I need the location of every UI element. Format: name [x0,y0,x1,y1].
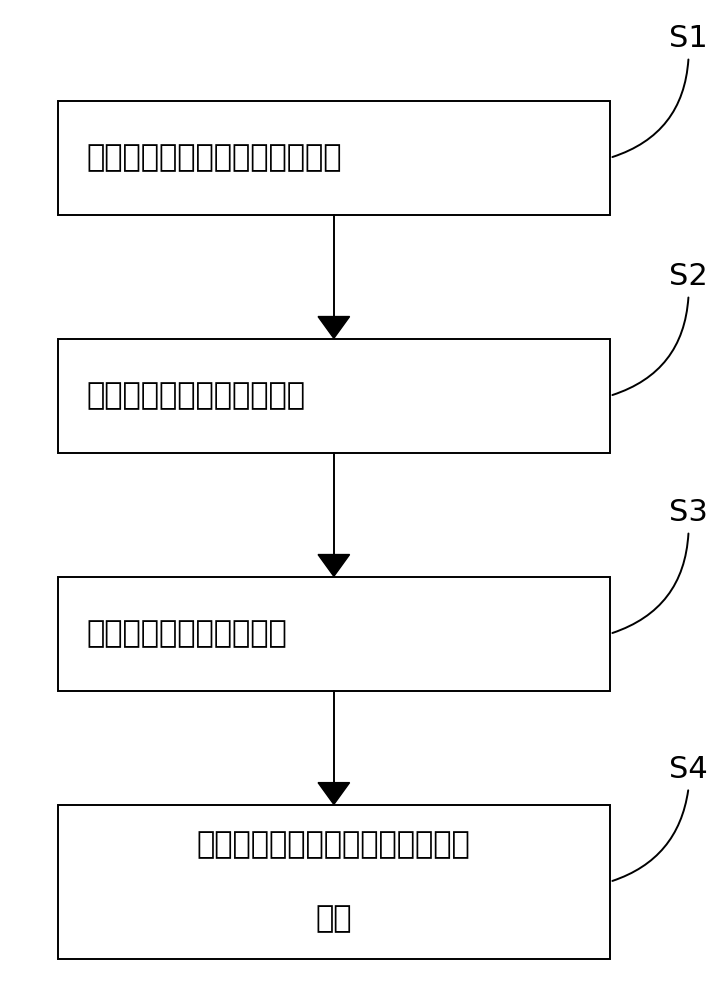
Text: S2: S2 [669,262,708,291]
Text: 获取电机当前的反电动势: 获取电机当前的反电动势 [86,619,287,648]
Bar [58,101,610,215]
Text: 根据反电动势，控制电机进行主动: 根据反电动势，控制电机进行主动 [197,830,471,859]
Bar [58,339,610,453]
Bar [58,577,610,691]
Polygon shape [318,783,349,804]
Polygon shape [318,555,349,576]
Text: S1: S1 [669,24,708,53]
Text: S4: S4 [669,755,708,784]
Polygon shape [318,317,349,338]
Text: S3: S3 [669,498,708,527]
Text: 控制电机进入主动放电模式: 控制电机进入主动放电模式 [86,381,305,410]
Bar [58,805,610,959]
Text: 放电: 放电 [315,904,352,933]
Text: 检测并确定接收到车辆下电指示: 检测并确定接收到车辆下电指示 [86,143,342,172]
